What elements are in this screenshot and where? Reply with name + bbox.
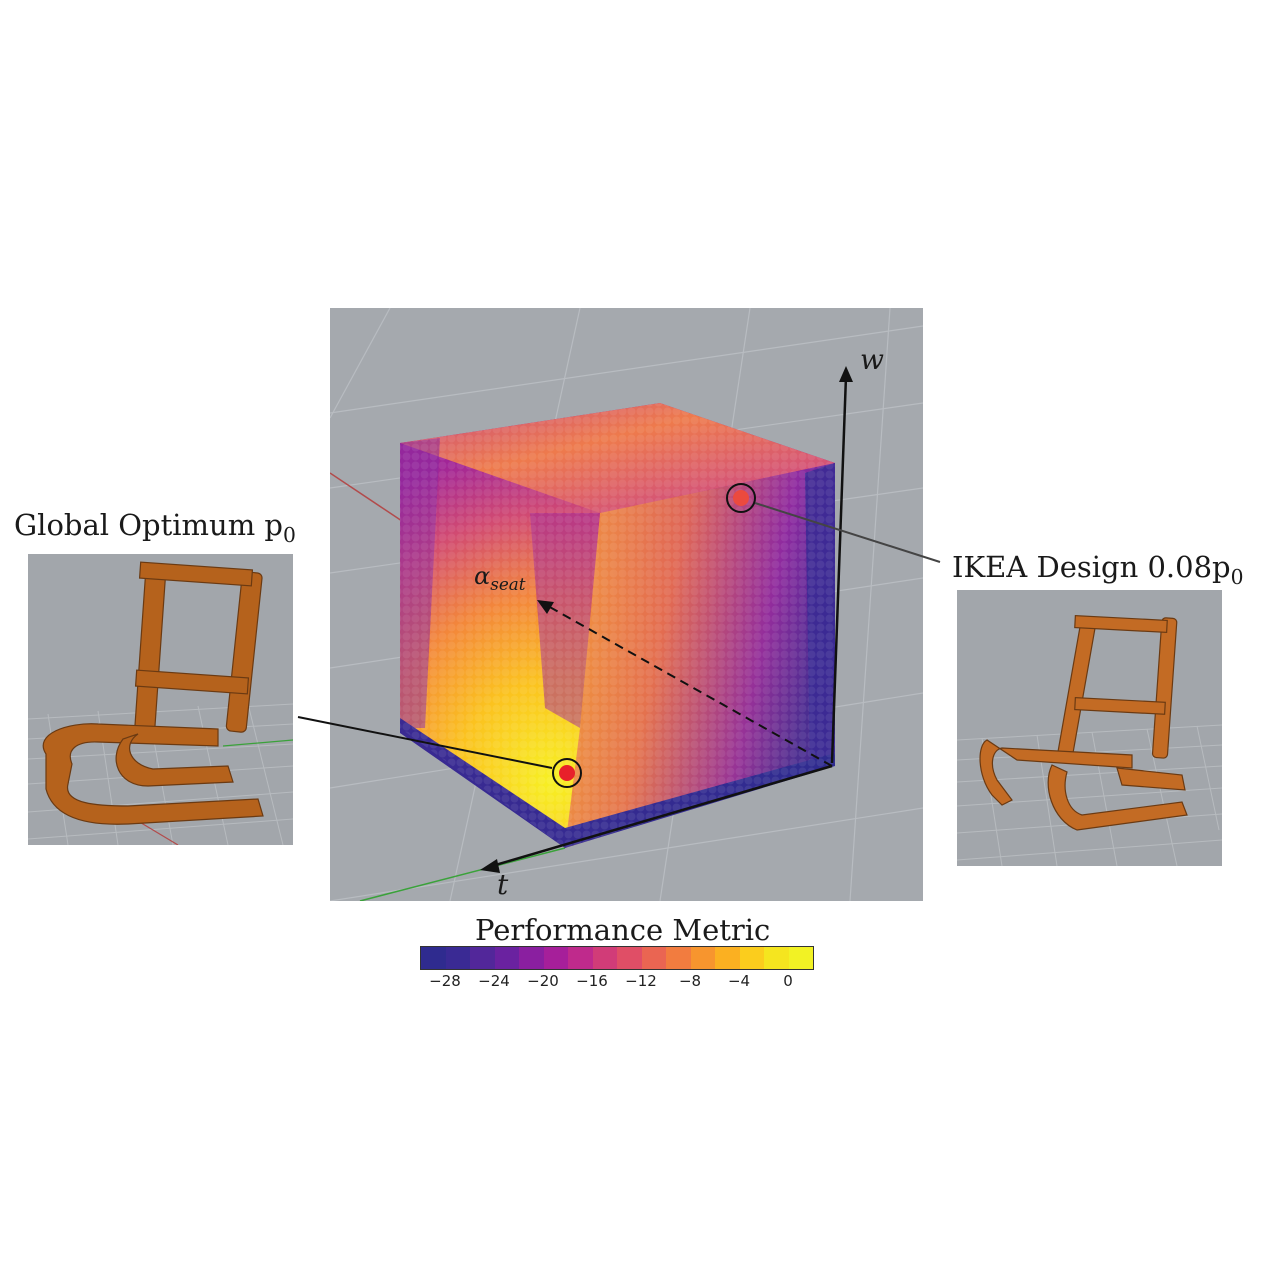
green-axis-line	[359, 847, 566, 901]
alpha-axis-arrowhead	[537, 600, 554, 614]
global-optimum-chair-panel	[28, 554, 293, 845]
colorbar-segment	[641, 947, 666, 969]
ikea-marker-ring	[726, 483, 756, 513]
global-optimum-label: Global Optimum p0	[14, 508, 296, 547]
axis-label-alpha-main: α	[474, 562, 491, 590]
colorbar-segment	[470, 947, 495, 969]
alpha-axis-line	[547, 605, 833, 767]
ikea-chair-render	[957, 614, 1222, 866]
colorbar-segment	[494, 947, 519, 969]
colorbar-segment	[568, 947, 593, 969]
ikea-marker	[733, 490, 749, 506]
global-optimum-label-sub: 0	[282, 522, 296, 547]
colorbar-tick-label: −24	[478, 972, 510, 990]
global-optimum-label-text: Global Optimum p	[14, 508, 283, 542]
colorbar-segment	[715, 947, 740, 969]
t-axis-arrowhead	[480, 859, 500, 873]
colorbar-segment	[519, 947, 544, 969]
colorbar-tick-label: −20	[527, 972, 559, 990]
cube-dot-texture	[400, 403, 835, 848]
optimum-marker-ring	[552, 758, 582, 788]
colorbar-segment	[543, 947, 568, 969]
colorbar-segment	[666, 947, 691, 969]
w-axis-arrowhead	[839, 366, 853, 382]
colorbar-tick-label: −28	[429, 972, 461, 990]
w-axis-line	[830, 375, 848, 764]
ikea-chair-panel	[957, 590, 1222, 866]
left-green-axis	[222, 739, 293, 747]
design-space-scene	[330, 308, 923, 901]
red-axis-line	[330, 472, 406, 524]
colorbar-title: Performance Metric	[475, 913, 771, 947]
colorbar-segment	[445, 947, 470, 969]
design-space-cube	[330, 308, 923, 901]
axis-label-alpha-sub: seat	[490, 573, 526, 594]
t-axis-line	[491, 764, 833, 868]
ikea-design-label-sub: 0	[1230, 564, 1244, 589]
ikea-chair-shape	[979, 614, 1188, 831]
axis-label-w: w	[860, 343, 884, 376]
colorbar-segment	[617, 947, 642, 969]
colorbar-segment	[421, 947, 446, 969]
performance-colorbar	[420, 946, 814, 970]
axis-label-alpha: αseat	[474, 562, 526, 594]
axis-label-t: t	[497, 868, 509, 901]
optimum-chair-shape	[42, 561, 264, 825]
colorbar-segment	[592, 947, 617, 969]
global-optimum-chair-render	[28, 561, 293, 845]
colorbar-tick-label: 0	[783, 972, 793, 990]
colorbar-segment	[690, 947, 715, 969]
ikea-design-label: IKEA Design 0.08p0	[952, 550, 1244, 589]
colorbar-tick-label: −8	[678, 972, 702, 990]
colorbar-tick-label: −12	[625, 972, 657, 990]
colorbar-segment	[764, 947, 789, 969]
colorbar-segment	[788, 947, 813, 969]
colorbar-tick-label: −4	[727, 972, 751, 990]
ikea-design-label-text: IKEA Design 0.08p	[952, 550, 1231, 584]
colorbar-segment	[739, 947, 764, 969]
optimum-marker	[559, 765, 575, 781]
colorbar-tick-label: −16	[576, 972, 608, 990]
